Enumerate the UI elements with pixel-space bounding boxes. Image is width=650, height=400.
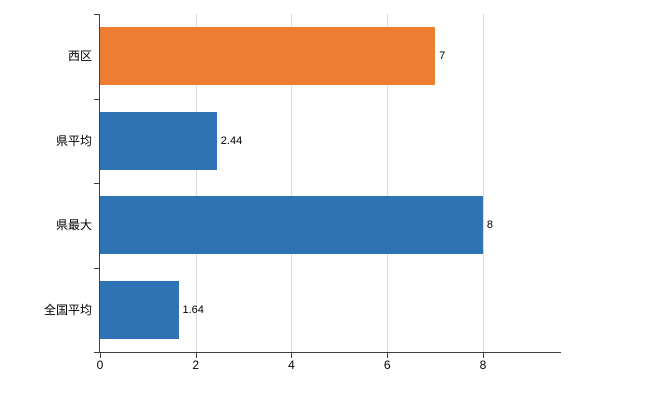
y-axis: [99, 14, 100, 353]
gridline: [387, 14, 389, 352]
x-axis-tick: [387, 353, 389, 358]
x-axis-tick: [195, 353, 197, 358]
gridline: [291, 14, 293, 352]
category-label: 全国平均: [43, 302, 92, 317]
x-axis: [99, 352, 561, 353]
bar-4: [100, 280, 179, 339]
y-axis-tick: [94, 14, 99, 15]
gridline: [195, 14, 197, 352]
category-label: 県最大: [55, 218, 92, 233]
category-label: 西区: [67, 49, 92, 64]
gridline: [482, 14, 484, 352]
y-axis-tick: [94, 183, 99, 184]
bar-value-label: 1.64: [182, 303, 204, 316]
x-tick-label: 4: [288, 358, 295, 372]
x-axis-tick: [291, 353, 293, 358]
x-tick-label: 6: [383, 358, 391, 372]
category-label: 県平均: [55, 133, 92, 148]
y-axis-tick: [94, 352, 99, 353]
x-tick-label: 2: [192, 358, 200, 372]
bar-value-label: 7: [439, 50, 446, 63]
x-axis-tick: [100, 353, 101, 358]
x-tick-label: 0: [96, 358, 104, 372]
x-axis-tick: [482, 353, 484, 358]
bar-2: [100, 111, 217, 170]
bar-3: [100, 196, 483, 255]
bar-value-label: 2.44: [220, 134, 243, 147]
bar-value-label: 8: [486, 219, 494, 232]
x-tick-label: 8: [479, 358, 487, 372]
bar-1: [100, 27, 436, 86]
y-axis-tick: [94, 267, 99, 269]
y-axis-tick: [94, 98, 99, 100]
